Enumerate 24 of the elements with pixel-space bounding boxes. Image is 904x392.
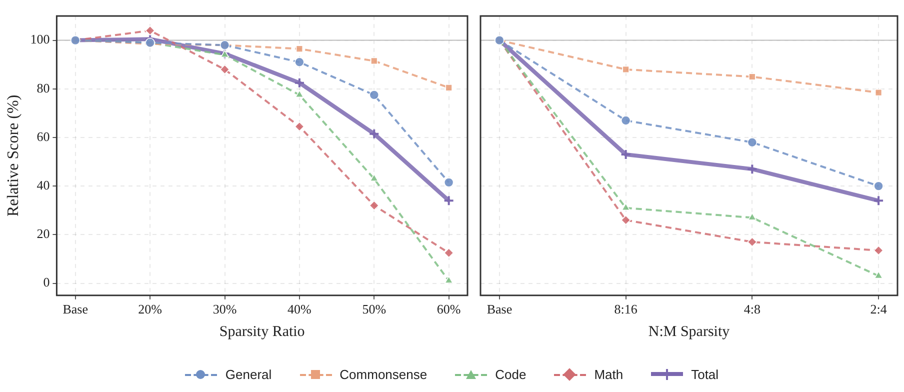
x-tick-label: Base [62,302,88,317]
y-tick-label: 100 [30,32,50,47]
y-tick-label: 40 [36,177,50,192]
x-axis-title: Sparsity Ratio [219,324,305,340]
x-tick-label: 60% [436,302,461,317]
y-tick-label: 80 [36,80,50,96]
x-axis-title: N:M Sparsity [648,324,730,340]
x-tick-label: 2:4 [870,302,888,317]
x-tick-label: 50% [362,302,386,317]
y-tick-label: 20 [36,226,50,242]
legend-label: Code [495,367,526,382]
y-axis-title: Relative Score (%) [4,94,22,217]
y-tick-label: 0 [43,274,50,290]
x-tick-label: 4:8 [744,302,760,317]
x-tick-label: 30% [212,302,237,317]
legend-label: Total [691,367,719,382]
x-tick-label: 40% [288,302,312,317]
y-tick-label: 60 [36,128,50,144]
x-tick-label: Base [486,302,512,317]
x-tick-label: 8:16 [614,302,638,317]
legend-label: General [225,367,272,382]
legend-label: Commonsense [340,367,428,382]
legend-label: Math [594,367,624,382]
x-tick-label: 20% [138,302,162,317]
